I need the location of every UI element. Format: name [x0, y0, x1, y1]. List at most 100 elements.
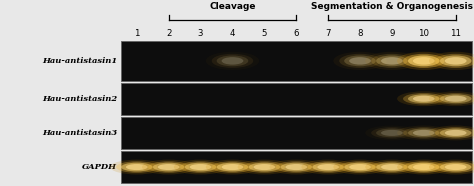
Text: Segmentation & Organogenesis: Segmentation & Organogenesis	[311, 2, 473, 11]
Ellipse shape	[190, 164, 211, 170]
Bar	[121, 83, 472, 115]
Ellipse shape	[435, 54, 474, 68]
Ellipse shape	[116, 161, 157, 173]
Ellipse shape	[180, 161, 221, 173]
Ellipse shape	[222, 57, 243, 65]
Ellipse shape	[217, 55, 248, 66]
Ellipse shape	[371, 127, 413, 139]
Ellipse shape	[440, 94, 472, 103]
Ellipse shape	[403, 161, 445, 173]
Bar	[121, 151, 472, 183]
Ellipse shape	[403, 93, 445, 105]
Ellipse shape	[339, 161, 381, 173]
Ellipse shape	[397, 52, 450, 70]
Ellipse shape	[403, 54, 445, 68]
Ellipse shape	[429, 91, 474, 106]
Bar	[121, 117, 472, 149]
Ellipse shape	[429, 52, 474, 70]
Text: GAPDH: GAPDH	[82, 163, 117, 171]
Ellipse shape	[212, 54, 253, 68]
Ellipse shape	[254, 164, 275, 170]
Ellipse shape	[381, 57, 403, 65]
Ellipse shape	[349, 57, 371, 65]
Text: Hau-antistasin3: Hau-antistasin3	[42, 129, 117, 137]
Ellipse shape	[413, 130, 435, 136]
Ellipse shape	[445, 96, 466, 102]
Ellipse shape	[281, 163, 312, 171]
Ellipse shape	[285, 164, 307, 170]
Ellipse shape	[158, 164, 180, 170]
Ellipse shape	[222, 164, 243, 170]
Ellipse shape	[275, 161, 317, 173]
Ellipse shape	[110, 160, 164, 174]
Ellipse shape	[344, 55, 376, 66]
Text: 10: 10	[418, 29, 429, 38]
Ellipse shape	[212, 161, 253, 173]
Ellipse shape	[339, 54, 381, 68]
Ellipse shape	[153, 163, 184, 171]
Ellipse shape	[365, 52, 419, 70]
Ellipse shape	[371, 161, 413, 173]
Ellipse shape	[445, 57, 466, 65]
Text: 3: 3	[198, 29, 203, 38]
Ellipse shape	[397, 160, 450, 174]
Ellipse shape	[376, 129, 408, 137]
Text: 7: 7	[325, 29, 331, 38]
Ellipse shape	[237, 160, 291, 174]
Ellipse shape	[185, 163, 217, 171]
Ellipse shape	[121, 163, 153, 171]
Text: 2: 2	[166, 29, 172, 38]
Ellipse shape	[376, 55, 408, 66]
Ellipse shape	[403, 127, 445, 139]
Ellipse shape	[445, 130, 466, 136]
Bar	[121, 41, 472, 81]
Ellipse shape	[344, 163, 376, 171]
Ellipse shape	[435, 127, 474, 139]
Ellipse shape	[408, 129, 439, 137]
Ellipse shape	[312, 163, 344, 171]
Ellipse shape	[381, 130, 403, 136]
Ellipse shape	[435, 161, 474, 173]
Text: 5: 5	[262, 29, 267, 38]
Ellipse shape	[397, 126, 450, 140]
Ellipse shape	[408, 55, 439, 66]
Ellipse shape	[429, 126, 474, 140]
Ellipse shape	[270, 160, 323, 174]
Ellipse shape	[408, 163, 439, 171]
Ellipse shape	[333, 52, 387, 70]
Ellipse shape	[371, 54, 413, 68]
Ellipse shape	[333, 160, 387, 174]
Ellipse shape	[174, 160, 227, 174]
Ellipse shape	[397, 91, 450, 106]
Ellipse shape	[445, 164, 466, 170]
Text: Hau-antistasin1: Hau-antistasin1	[42, 57, 117, 65]
Ellipse shape	[429, 160, 474, 174]
Ellipse shape	[413, 164, 435, 170]
Ellipse shape	[365, 160, 419, 174]
Ellipse shape	[148, 161, 190, 173]
Ellipse shape	[217, 163, 248, 171]
Ellipse shape	[248, 163, 280, 171]
Ellipse shape	[317, 164, 339, 170]
Ellipse shape	[381, 164, 403, 170]
Ellipse shape	[206, 160, 259, 174]
Ellipse shape	[413, 96, 435, 102]
Ellipse shape	[408, 94, 439, 103]
Ellipse shape	[440, 163, 472, 171]
Ellipse shape	[142, 160, 195, 174]
Ellipse shape	[376, 163, 408, 171]
Ellipse shape	[307, 161, 349, 173]
Ellipse shape	[435, 93, 474, 105]
Ellipse shape	[413, 57, 435, 65]
Ellipse shape	[244, 161, 285, 173]
Ellipse shape	[349, 164, 371, 170]
Text: Cleavage: Cleavage	[209, 2, 256, 11]
Text: 6: 6	[293, 29, 299, 38]
Ellipse shape	[440, 129, 472, 137]
Text: 4: 4	[230, 29, 235, 38]
Text: 11: 11	[450, 29, 461, 38]
Text: 8: 8	[357, 29, 363, 38]
Ellipse shape	[440, 55, 472, 66]
Text: 1: 1	[134, 29, 139, 38]
Text: 9: 9	[389, 29, 394, 38]
